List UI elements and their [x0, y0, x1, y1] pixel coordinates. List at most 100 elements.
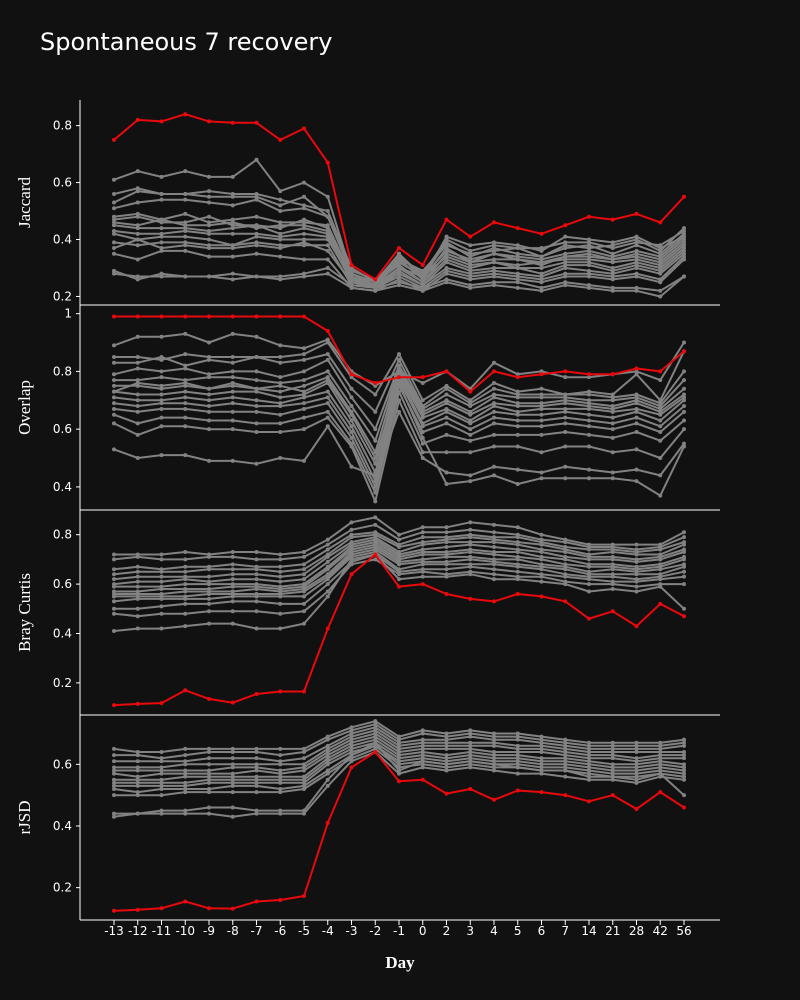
overlap-series-14-point [135, 380, 140, 385]
overlap-series-13-point [539, 470, 544, 475]
overlap-series-1-point [515, 372, 520, 377]
jaccard-series-11-point [302, 243, 306, 248]
overlap-series-13-point [420, 456, 425, 461]
bray-curtis-series-13-point [254, 609, 259, 614]
overlap-series-6-point [135, 383, 140, 388]
rjsd-series-5-point [515, 746, 520, 751]
jaccard-series-13-point [563, 274, 568, 279]
rjsd-series-3-point [183, 759, 188, 764]
overlap-series-5-point [610, 404, 615, 409]
overlap-series-9-point [230, 401, 235, 406]
bray-curtis-series-7-point [207, 582, 211, 587]
jaccard-series-11-point [658, 271, 663, 276]
rjsd-series-9-point [634, 768, 639, 773]
bray-curtis-series-6-point [183, 577, 188, 582]
jaccard-series-7-point [183, 223, 188, 228]
rjsd-series-10-point [278, 786, 283, 791]
rjsd-series-3-point [135, 759, 140, 764]
rjsd-series-3-point [468, 734, 473, 739]
overlap-series-12-point [207, 427, 211, 432]
overlap-series-10-point [658, 430, 663, 435]
bray-curtis-series-9-point [515, 557, 520, 562]
overlap-series-13 [112, 409, 686, 478]
jaccard-highlight-series-point [349, 263, 354, 268]
bray-curtis-series-13-point [183, 611, 188, 616]
overlap-series-4-point [539, 395, 544, 400]
bray-curtis-series-2-point [183, 557, 188, 562]
jaccard-series-3-point [159, 191, 164, 196]
overlap-series-12-point [183, 424, 188, 429]
bray-curtis-series-1-point [183, 549, 188, 554]
rjsd-series-9-point [610, 768, 615, 773]
rjsd-series-12-point [420, 759, 425, 764]
overlap-series-14-point [492, 473, 496, 478]
rjsd-y-tick-label: 0.4 [53, 819, 72, 833]
jaccard-y-axis-title: Jaccard [15, 177, 34, 228]
jaccard-series-8-point [112, 223, 116, 228]
bray-curtis-highlight-series-point [492, 599, 496, 604]
overlap-series-7-point [278, 395, 283, 400]
rjsd-y-axis-title: rJSD [15, 800, 34, 834]
bray-curtis-series-10-point [563, 567, 568, 572]
rjsd-series-13-point [135, 811, 140, 816]
bray-curtis-series-5-point [302, 572, 306, 577]
overlap-series-9-point [159, 401, 164, 406]
overlap-series-5-point [634, 398, 639, 403]
jaccard-series-10-point [587, 263, 591, 268]
jaccard-series-3-point [207, 194, 211, 199]
bray-curtis-highlight-series-point [539, 594, 544, 599]
overlap-series-14-point [112, 389, 116, 394]
jaccard-highlight-series-point [563, 223, 568, 228]
rjsd-series-2-point [658, 743, 663, 748]
rjsd-series-13-point [634, 780, 639, 785]
overlap-series-1-point [278, 343, 283, 348]
overlap-series-10-point [159, 406, 164, 411]
jaccard-series-3-point [302, 194, 306, 199]
rjsd-series-10-point [325, 768, 330, 773]
rjsd-series-2-point [492, 734, 496, 739]
rjsd-series-3-point [349, 731, 354, 736]
bray-curtis-series-2-point [420, 530, 425, 535]
overlap-series-13-point [563, 464, 568, 469]
bray-curtis-series-9-point [610, 567, 615, 572]
overlap-series-1-point [420, 380, 425, 385]
rjsd-series-13-point [254, 811, 259, 816]
bray-curtis-series-6-point [682, 549, 686, 554]
jaccard-highlight-series-point [420, 263, 425, 268]
bray-curtis-highlight-series-point [159, 701, 164, 706]
rjsd-series-13-point [230, 814, 235, 819]
jaccard-series-8-point [444, 254, 449, 259]
rjsd-highlight-series-point [397, 779, 401, 784]
jaccard-series-1-point [207, 174, 211, 179]
bray-curtis-highlight-series-point [325, 626, 330, 631]
jaccard-series-10-point [325, 237, 330, 242]
bray-curtis-series-12-point [302, 601, 306, 606]
overlap-series-10-point [515, 424, 520, 429]
bray-curtis-highlight-series-point [444, 591, 449, 596]
jaccard-series-2-point [658, 243, 663, 248]
rjsd-series-11-point [302, 786, 306, 791]
bray-curtis-series-1-point [444, 525, 449, 530]
rjsd-series-4-point [420, 740, 425, 745]
jaccard-series-3-point [610, 243, 615, 248]
overlap-series-1-point [207, 340, 211, 345]
overlap-series-2-point [349, 375, 354, 380]
bray-curtis-series-1-point [492, 522, 496, 527]
rjsd-series-7-point [563, 756, 568, 761]
rjsd-series-10-point [302, 783, 306, 788]
x-tick-label: 21 [605, 924, 620, 938]
rjsd-series-8-point [492, 756, 496, 761]
bray-curtis-series-7-point [183, 582, 188, 587]
jaccard-series-9-point [325, 234, 330, 239]
bray-curtis-series-4-point [254, 567, 259, 572]
jaccard-series-12-point [159, 246, 164, 251]
jaccard-series-12-point [610, 274, 615, 279]
overlap-highlight-series-point [230, 314, 235, 319]
overlap-series-5-point [230, 375, 235, 380]
jaccard-series-10-point [183, 234, 188, 239]
jaccard-series-8-point [515, 263, 520, 268]
jaccard-series-9-point [302, 231, 306, 236]
bray-curtis-series-8-point [682, 557, 686, 562]
overlap-series-5-point [492, 395, 496, 400]
overlap-series-4-point [230, 369, 235, 374]
